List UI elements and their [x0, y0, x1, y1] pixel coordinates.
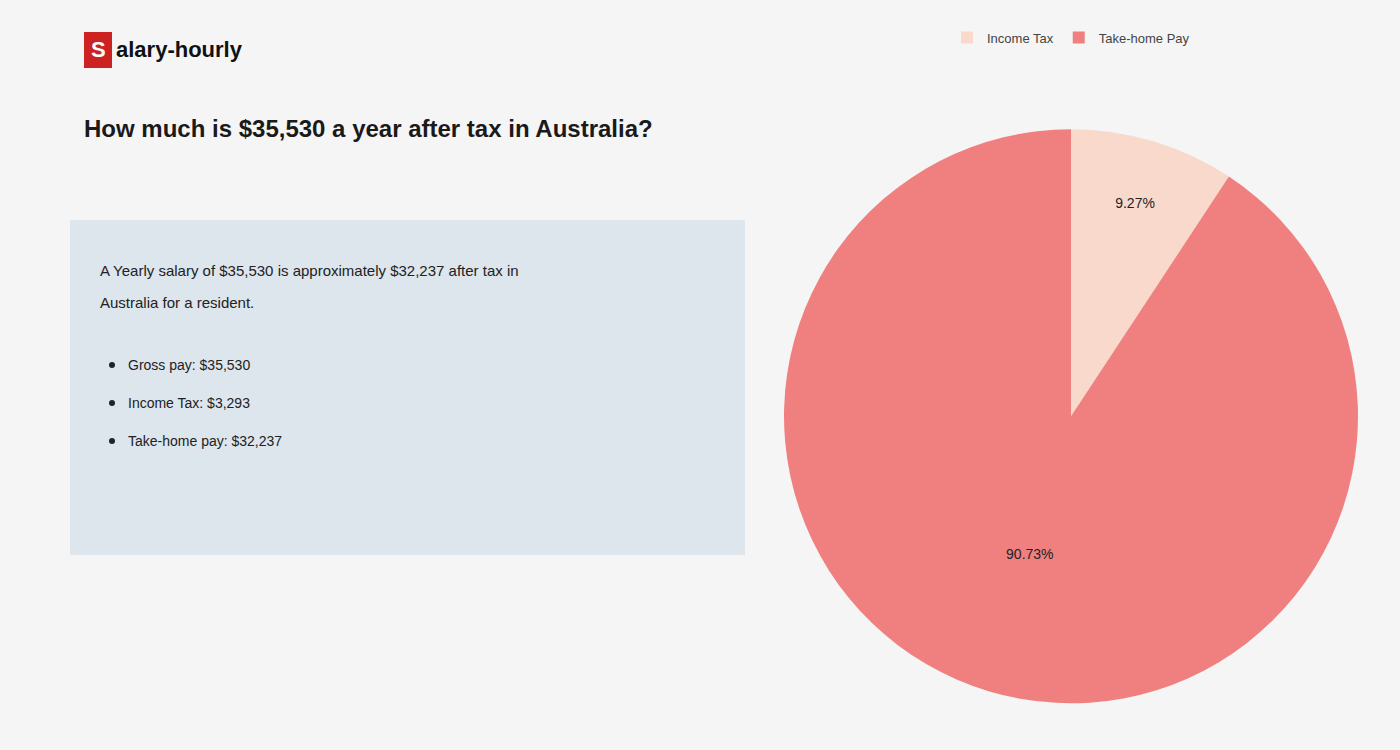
- svg-text:alary-hourly: alary-hourly: [116, 37, 243, 62]
- svg-text:Take-home pay: $32,237: Take-home pay: $32,237: [128, 433, 282, 449]
- svg-text:90.73%: 90.73%: [1006, 546, 1053, 562]
- svg-text:How much is $35,530 a year aft: How much is $35,530 a year after tax in …: [84, 115, 653, 142]
- svg-text:9.27%: 9.27%: [1115, 195, 1155, 211]
- svg-text:Income Tax: Income Tax: [987, 31, 1054, 46]
- svg-text:Income Tax: $3,293: Income Tax: $3,293: [128, 395, 250, 411]
- svg-text:S: S: [91, 37, 106, 62]
- svg-text:Take-home Pay: Take-home Pay: [1099, 31, 1190, 46]
- svg-text:Gross pay: $35,530: Gross pay: $35,530: [128, 357, 250, 373]
- svg-text:Australia for a resident.: Australia for a resident.: [100, 294, 254, 311]
- svg-text:A Yearly salary of $35,530 is: A Yearly salary of $35,530 is approximat…: [100, 262, 519, 279]
